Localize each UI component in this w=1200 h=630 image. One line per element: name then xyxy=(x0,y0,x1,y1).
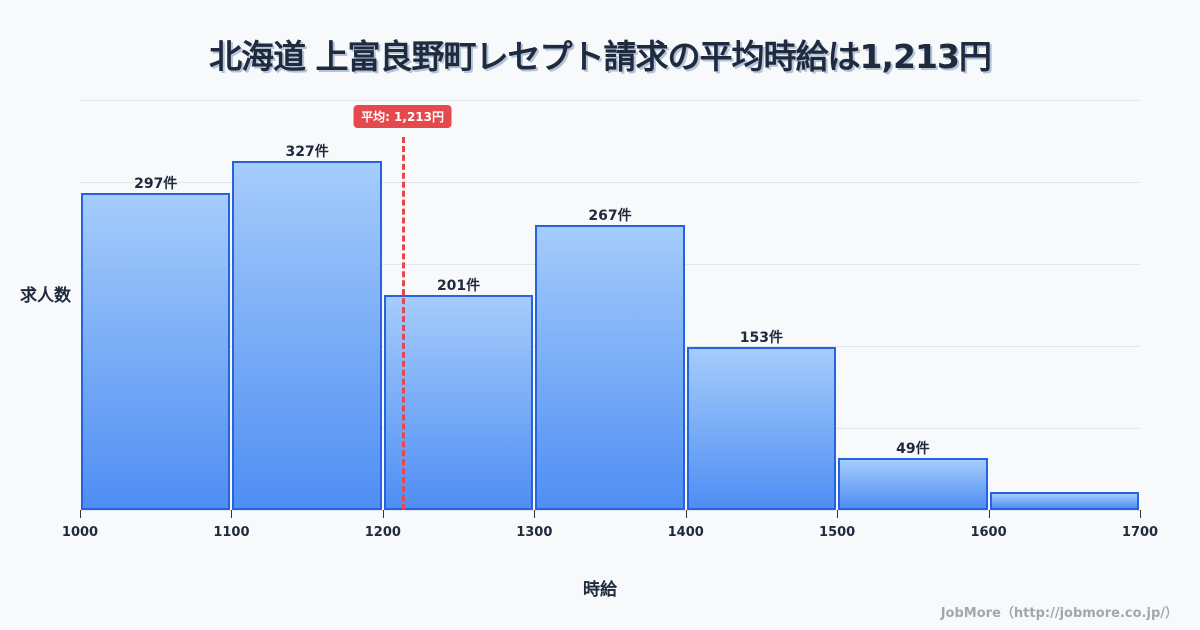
plot-area: 297件 327件 201件 267件 153件 49件 xyxy=(80,100,1141,518)
x-tick xyxy=(685,510,687,518)
source-credit: JobMore（http://jobmore.co.jp/） xyxy=(940,606,1178,621)
histogram-bar xyxy=(535,224,685,510)
histogram-bar xyxy=(81,192,231,510)
bar-value-label: 201件 xyxy=(436,278,481,295)
histogram-bar xyxy=(686,346,837,510)
x-tick xyxy=(1140,510,1141,518)
x-tick-label: 1100 xyxy=(213,525,250,540)
bar-value-label: 49件 xyxy=(896,440,930,457)
gridline xyxy=(80,100,1140,101)
chart-title: 北海道 上富良野町レセプト請求の平均時給は1,213円 xyxy=(209,37,992,76)
bar-value-label: 297件 xyxy=(134,175,178,192)
average-badge: 平均: 1,213円 xyxy=(353,105,452,128)
x-tick-label: 1000 xyxy=(61,525,99,540)
x-tick-label: 1300 xyxy=(516,525,553,540)
x-tick xyxy=(80,510,81,518)
x-axis-label: 時給 xyxy=(583,580,617,600)
average-line xyxy=(401,137,405,510)
x-tick xyxy=(534,510,536,518)
histogram-bar xyxy=(232,160,382,510)
bar-value-label: 327件 xyxy=(285,143,329,160)
x-tick-label: 1700 xyxy=(1121,525,1159,540)
bar-value-label: 267件 xyxy=(588,207,632,224)
x-tick xyxy=(382,510,384,518)
y-axis-label: 求人数 xyxy=(20,286,71,306)
x-axis-baseline xyxy=(80,510,1140,511)
x-tick-label: 1600 xyxy=(970,525,1007,540)
x-tick xyxy=(231,510,233,518)
x-tick-label: 1400 xyxy=(667,525,704,540)
x-tick xyxy=(988,510,990,518)
x-tick-label: 1500 xyxy=(819,525,856,540)
x-tick-label: 1200 xyxy=(364,525,401,540)
histogram-bar xyxy=(383,295,534,510)
histogram-bar xyxy=(838,457,988,510)
histogram-bar xyxy=(989,491,1139,510)
x-tick xyxy=(837,510,839,518)
bar-value-label: 153件 xyxy=(739,329,784,346)
gridline xyxy=(80,182,1140,183)
